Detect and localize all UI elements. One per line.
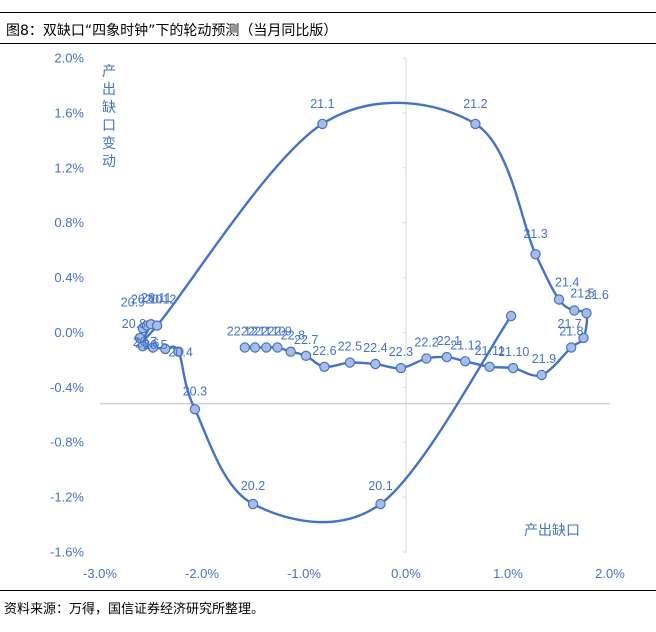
y-tick-label: -0.8% [50,435,84,450]
data-point [421,353,432,364]
x-tick-label: -3.0% [83,566,117,581]
data-point [553,294,565,305]
data-point [272,342,283,353]
point-label: 21.1 [310,97,334,111]
point-label: 20.11 [141,291,171,305]
point-label: 20.1 [368,479,392,493]
data-point [147,342,159,353]
data-point [566,342,577,353]
point-label: 22.2 [414,336,438,350]
point-label: 22.7 [294,333,318,347]
point-label: 22.11 [241,325,271,339]
data-point [239,342,250,353]
data-point [249,342,261,353]
chart-title: 图8：双缺口“四象时钟”下的轮动预测（当月同比版） [6,23,338,39]
source-note: 资料来源：万得，国信证券经济研究所整理。 [4,602,265,617]
labels-layer: 20.1 20.2 20.3 20.420.520.620.7 20.8 20.920.1… [121,97,609,493]
markers-layer [134,118,592,510]
point-label: 21.8 [559,325,583,339]
data-point [319,361,330,372]
y-tick-label: 0.0% [54,325,84,340]
point-label: 22.4 [363,341,387,355]
x-axis-title: 产出缺口 [524,523,580,539]
point-label: 21.9 [532,352,556,366]
data-point [247,498,259,510]
point-label: 21.3 [523,227,547,241]
data-point [375,498,386,510]
point-label: 21.10 [498,345,529,359]
point-label: 20.5 [143,338,167,352]
data-point [505,310,517,322]
y-tick-label: 0.4% [54,270,84,285]
axes-layer: 2.0% 1.6% 1.2% 0.8% 0.4% 0.0% -0.4% -0.8% -1.2% -… [50,51,625,582]
point-label: 21.4 [555,276,579,290]
data-point [189,404,201,415]
y-tick-label: -1.2% [50,490,84,505]
data-point [530,248,541,260]
data-point [569,305,580,316]
point-label: 20.12 [145,293,176,307]
data-point [370,358,381,370]
point-label: 22.6 [312,344,336,358]
data-point [536,369,547,381]
data-point [507,362,519,374]
y-tick-label: -1.6% [50,545,84,560]
point-label: 22.9 [268,325,292,339]
point-label: 20.9 [121,295,145,309]
data-point [151,320,163,331]
data-point [285,346,296,357]
point-label: 20.3 [183,384,207,398]
point-label: 22.8 [281,329,305,343]
y-axis-title: 产出缺口变动 [102,64,116,170]
x-tick-label: 1.0% [493,566,523,581]
point-label: 21.5 [570,287,594,301]
data-point [317,118,328,130]
data-point [134,332,145,344]
y-tick-label: 2.0% [54,51,84,66]
point-label: 21.12 [450,338,481,352]
point-label: 21.6 [585,288,609,302]
data-point [460,356,471,367]
point-label: 21.2 [463,97,487,111]
y-tick-label: 1.6% [54,105,84,120]
point-label: 22.12 [227,325,258,339]
title-bar: 图8：双缺口“四象时钟”下的轮动预测（当月同比版） [0,12,656,44]
point-label: 22.5 [338,340,362,354]
x-tick-label: -1.0% [287,566,321,581]
data-point [261,342,272,353]
point-label: 22.10 [254,325,285,339]
x-tick-label: -2.0% [185,566,219,581]
y-tick-label: 0.8% [54,215,84,230]
point-label: 21.7 [558,317,582,331]
point-label: 22.1 [437,334,461,348]
data-point [470,118,481,130]
series-line [138,101,589,524]
data-point [441,351,452,363]
data-point [160,343,171,355]
point-label: 20.6 [135,337,159,351]
point-label: 20.2 [241,479,265,493]
data-point [484,361,495,372]
y-tick-label: 1.2% [54,160,84,175]
x-tick-label: 0.0% [391,566,421,581]
x-tick-label: 2.0% [595,566,625,581]
y-tick-label: -0.4% [50,380,84,395]
data-point [395,362,407,374]
data-point [581,308,592,319]
point-label: 20.7 [133,335,157,349]
point-label: 20.4 [169,346,193,360]
data-point [344,357,356,368]
source-divider [0,590,656,591]
data-point [578,332,589,344]
point-label: 20.10 [131,293,162,307]
point-label: 22.3 [389,345,413,359]
data-point [173,346,184,357]
point-label: 21.11 [475,344,505,358]
data-point [300,350,312,361]
point-label: 20.8 [122,317,146,331]
